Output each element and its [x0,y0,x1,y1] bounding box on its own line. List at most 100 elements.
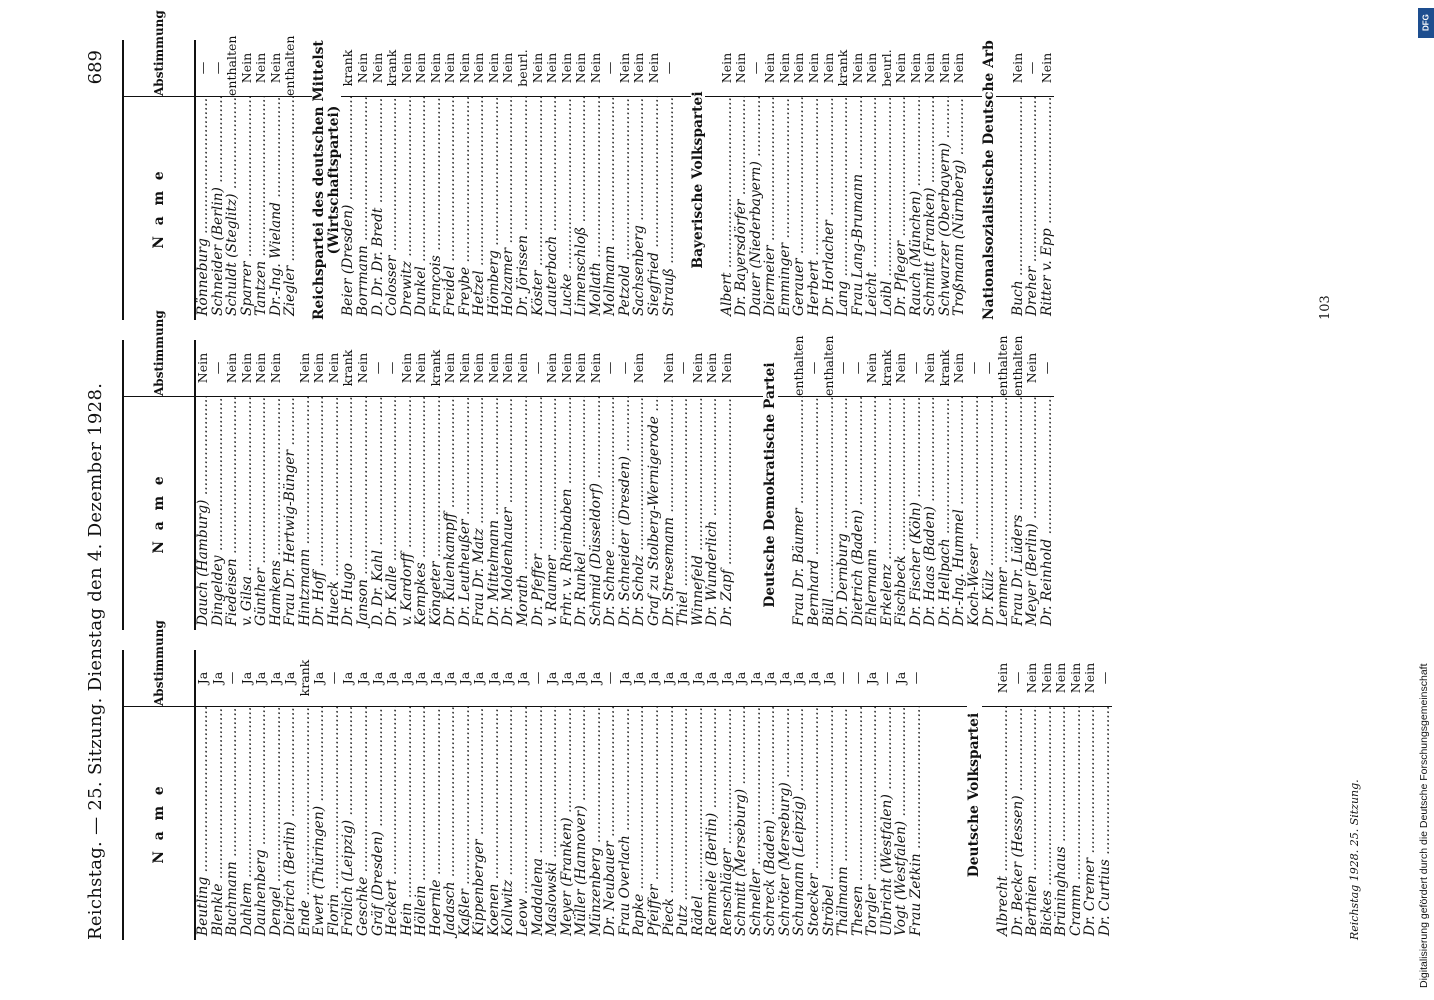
table-row: Thesen — [849,650,866,940]
table-row: Schmitt (Franken) Nein [922,40,938,320]
spacer [996,96,1011,320]
member-name: Fiedeisen [225,396,240,630]
table-row: Frau Dr. Hertwig-Bünger [283,340,298,630]
member-name: Dr. Hugo [341,396,357,630]
vote-value: — [849,671,865,685]
member-name: Hein [399,706,415,940]
vote-table-column-1: N a m e Abstimmung BeutlingJaBlenkleJaBu… [122,620,1113,940]
table-row: Frau Dr. Lüdersenthalten [1010,336,1026,630]
vote-value: Nein [776,52,792,84]
vote-value: Nein [704,352,720,384]
table-row: Frau Dr. Bäumerenthalten [791,336,807,630]
vote-value: beurl. [515,49,531,87]
vote-value: enthalten [995,335,1011,396]
vote-value: Ja [442,671,458,685]
member-name: Ulbricht (Westfalen) [879,706,895,940]
spacer [952,706,967,940]
member-name: Petzold [617,96,633,320]
vote-value: Ja [645,671,661,685]
row-spacer [297,40,313,320]
table-row: Diermeier Nein [762,40,778,320]
spacer [676,96,691,320]
vote-value: Ja [500,671,516,685]
member-name: Schröter (Merseburg) [777,706,793,940]
table-row: Ulbricht (Westfalen) — [879,650,895,940]
member-name: Bickes [1039,706,1055,940]
vote-value: Ja [776,671,792,685]
table-row: Schneller Ja [748,650,764,940]
vote-value: Nein [195,352,210,384]
table-row: Erkelenz krank [879,340,895,630]
member-name: Torgler [865,706,880,940]
vote-value: enthalten [820,335,836,396]
table-row: Dr. Moldenhauer Nein [500,340,517,630]
table-row: v. Kardorff Nein [399,340,415,630]
member-name: v. Kardorff [399,396,415,630]
vote-value: — [369,361,385,375]
table-row: Dr. Scholz Nein [631,340,647,630]
member-name: Sachsenberg [632,96,647,320]
table-row: Mollath Nein [588,40,604,320]
table-row: Hamkens Nein [268,340,284,630]
vote-value: Ja [456,671,472,685]
vote-value: — [529,671,545,685]
member-name: Dr. Haas (Baden) [923,396,938,630]
table-row: Kippenberger Ja [471,650,487,940]
vote-value: Nein [456,52,472,84]
table-row: Dr. Haas (Baden) Nein [922,340,938,630]
table-row: Emminger Nein [776,40,793,320]
table-row: Herbert Nein [805,40,822,320]
party-name: Nationalsozialistische Deutsche Arbeiter… [981,40,997,320]
vote-value: — [325,671,341,685]
row-spacer [966,40,982,320]
member-name: Schumann (Leipzig) [792,706,807,940]
member-name: Gräf (Dresden) [370,706,386,940]
spacer [981,706,997,940]
vote-value: — [907,671,923,685]
row-spacer [937,650,953,940]
vote-value: Ja [718,671,734,685]
table-row: Dauch (Hamburg) Nein [195,340,211,630]
name-header: N a m e [124,96,194,320]
table-row: Dr. Kalle — [384,340,400,630]
vote-value: krank [340,49,356,87]
member-name: Putz [676,706,691,940]
vote-value: Nein [864,352,880,384]
table-row: Ewert (Thüringen) Ja [311,650,327,940]
vote-value: Nein [1038,52,1054,84]
party-heading: Deutsche Demokratische Partei [763,340,778,630]
member-name: Dr. Scholz [632,396,647,630]
table-row: Dr. Schnee — [602,340,618,630]
member-name: Köngeter [428,396,444,630]
table-row: Hömberg Nein [486,40,502,320]
table-row: Rädel Ja [690,650,706,940]
vote-value [283,340,298,396]
member-name: Dr. Bayersdörfer [734,96,749,320]
vote-value: Nein [805,52,821,84]
vote-value: Ja [616,671,632,685]
table-row: Köster Nein [530,40,546,320]
table-row: Kollwitz Ja [500,650,517,940]
member-name: Dietrich (Berlin) [283,706,298,940]
sheet-signature: 103 [1318,295,1333,320]
table-row: Putz Ja [675,650,691,940]
vote-value: Ja [660,671,676,685]
table-header: N a m e Abstimmung [122,620,196,940]
vote-header: Abstimmung [152,310,166,396]
vote-value: — [602,671,618,685]
table-row: Geschke Ja [355,650,371,940]
table-row: Dr. Hugo krank [340,340,357,630]
member-name: Diermeier [763,96,778,320]
vote-header: Abstimmung [152,10,166,96]
vote-value: Nein [689,352,705,384]
table-row: Pfeiffer Ja [645,650,662,940]
table-row: Buch Nein [1010,40,1026,320]
member-name: Dr. Schneider (Dresden) [617,396,633,630]
table-row: Maslowski Ja [544,650,560,940]
party-heading: Bayerische Volkspartei [691,40,706,320]
member-name: Tantzen [254,96,269,320]
table-row: Schmid (Düsseldorf) Nein [588,340,604,630]
member-name: Ströbel [821,706,837,940]
table-row: Limenschloß Nein [573,40,589,320]
member-name: Janson [356,396,371,630]
